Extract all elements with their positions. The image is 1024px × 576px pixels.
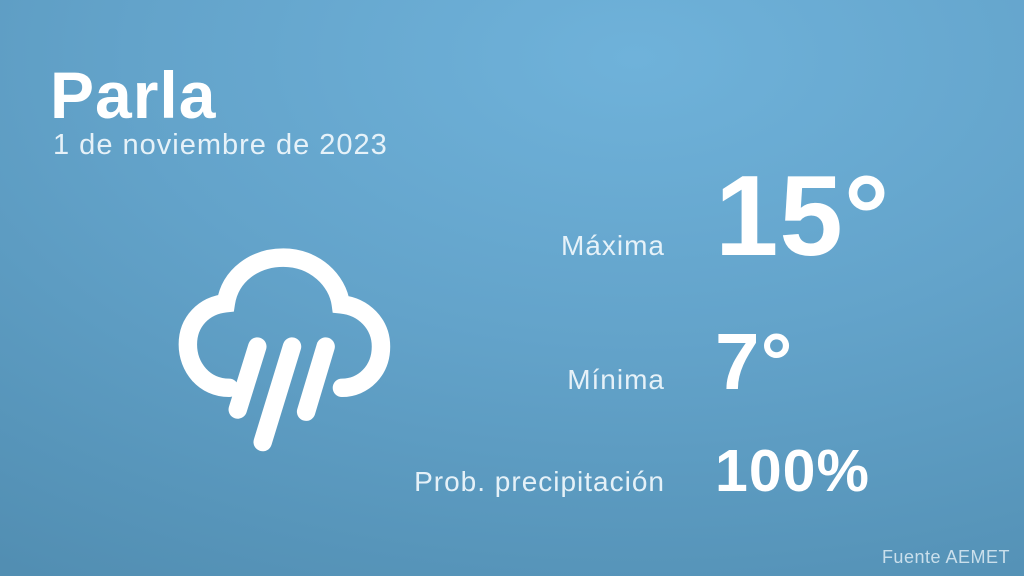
source-attribution: Fuente AEMET (881, 547, 1010, 567)
max-temp-row: Máxima 15° (0, 160, 1024, 274)
min-temp-label: Mínima (567, 364, 665, 395)
max-temp-value: 15° (715, 153, 891, 280)
precipitation-value: 100% (715, 438, 870, 504)
city-name: Parla (50, 58, 217, 132)
forecast-date: 1 de noviembre de 2023 (53, 129, 388, 161)
rain-cloud-icon (178, 248, 391, 452)
precipitation-label: Prob. precipitación (414, 466, 665, 497)
max-temp-label: Máxima (560, 230, 665, 261)
min-temp-row: Mínima 7° (0, 322, 1024, 402)
precipitation-row: Prob. precipitación 100% (0, 442, 1024, 501)
min-temp-value: 7° (715, 317, 794, 406)
